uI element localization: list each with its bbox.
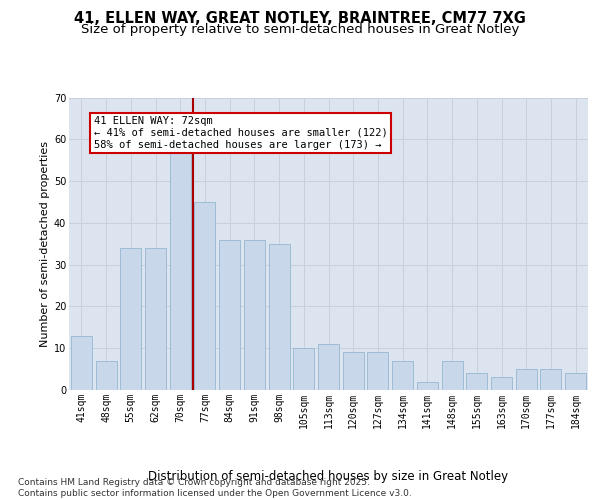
Bar (442, 361, 463, 390)
Bar (194, 202, 215, 390)
Text: Size of property relative to semi-detached houses in Great Notley: Size of property relative to semi-detach… (81, 22, 519, 36)
Bar (343, 352, 364, 390)
Text: 41, ELLEN WAY, GREAT NOTLEY, BRAINTREE, CM77 7XG: 41, ELLEN WAY, GREAT NOTLEY, BRAINTREE, … (74, 11, 526, 26)
Bar (244, 240, 265, 390)
Bar (541, 369, 562, 390)
Text: 41 ELLEN WAY: 72sqm
← 41% of semi-detached houses are smaller (122)
58% of semi-: 41 ELLEN WAY: 72sqm ← 41% of semi-detach… (94, 116, 388, 150)
Bar (466, 374, 487, 390)
Bar (565, 374, 586, 390)
Bar (293, 348, 314, 390)
Bar (269, 244, 290, 390)
Bar (491, 378, 512, 390)
Bar (95, 361, 116, 390)
Bar (392, 361, 413, 390)
Text: Contains HM Land Registry data © Crown copyright and database right 2025.
Contai: Contains HM Land Registry data © Crown c… (18, 478, 412, 498)
Bar (367, 352, 388, 390)
Bar (516, 369, 537, 390)
X-axis label: Distribution of semi-detached houses by size in Great Notley: Distribution of semi-detached houses by … (148, 470, 509, 482)
Bar (71, 336, 92, 390)
Bar (318, 344, 339, 390)
Bar (417, 382, 438, 390)
Bar (145, 248, 166, 390)
Bar (219, 240, 240, 390)
Bar (170, 148, 191, 390)
Y-axis label: Number of semi-detached properties: Number of semi-detached properties (40, 141, 50, 347)
Bar (120, 248, 141, 390)
